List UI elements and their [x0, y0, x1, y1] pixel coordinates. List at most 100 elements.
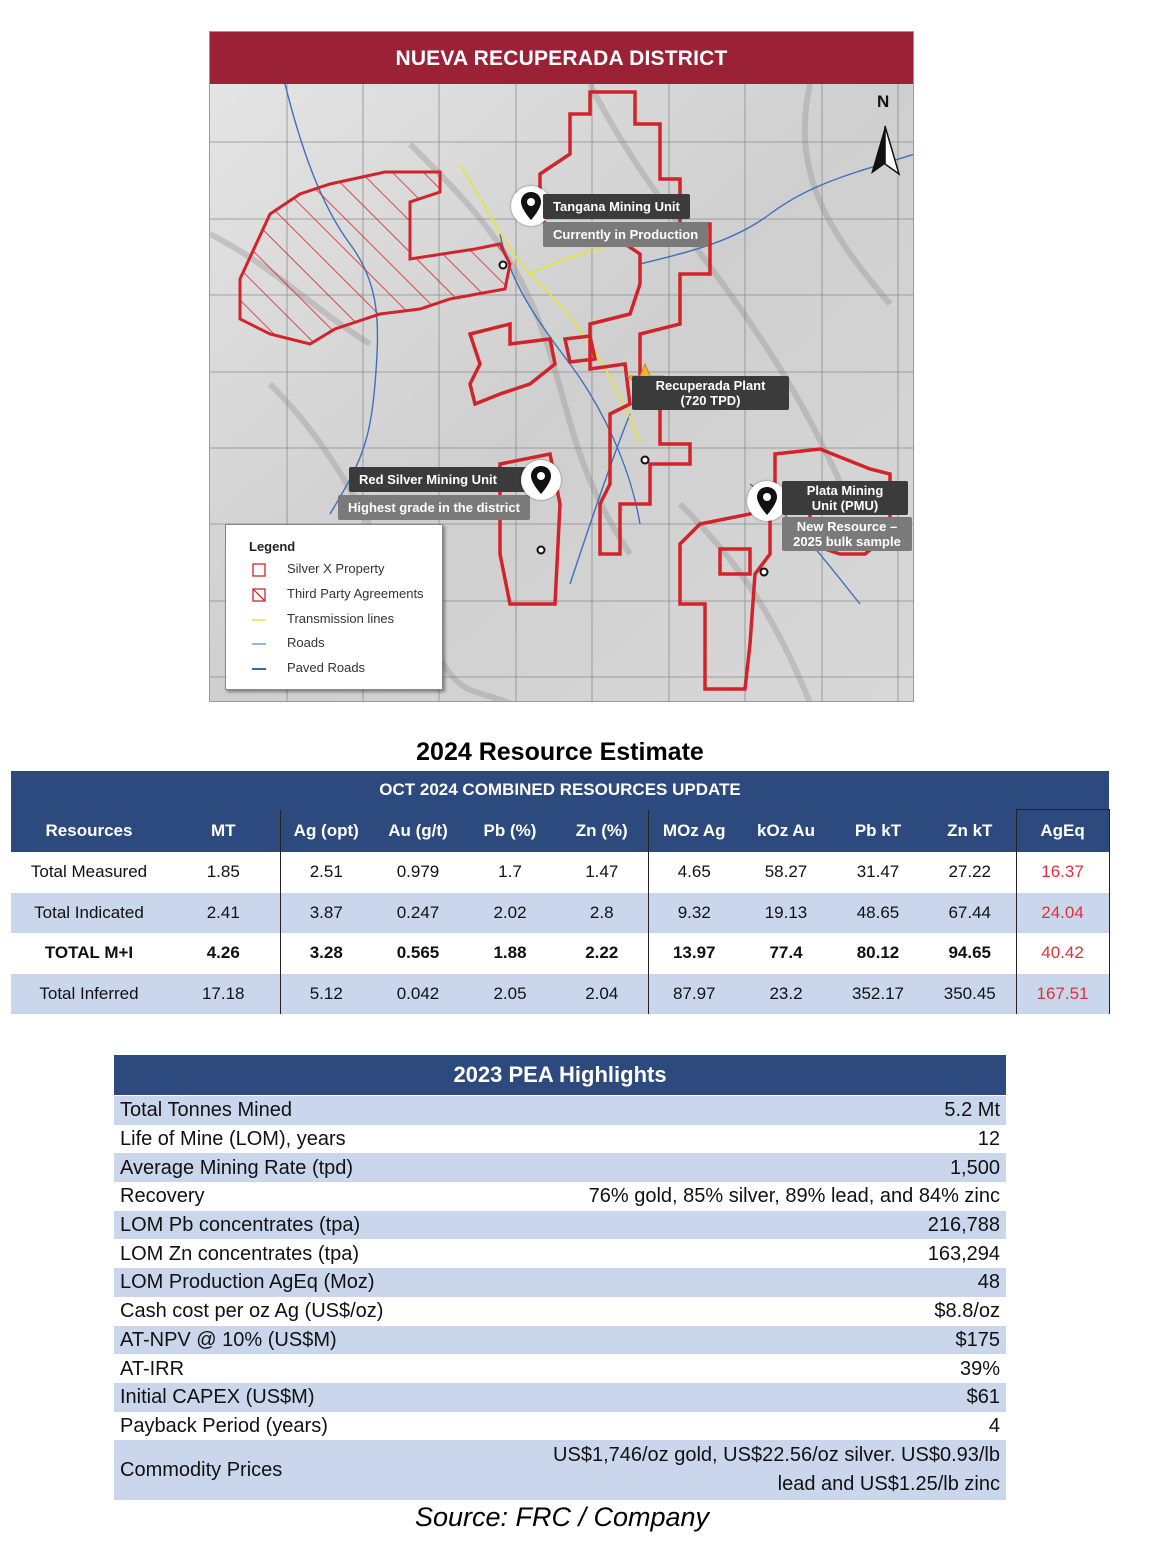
- table-row-total-m-plus-i: TOTAL M+I 4.26 3.28 0.565 1.88 2.22 13.9…: [11, 933, 1110, 974]
- red-silver-status: Highest grade in the district: [338, 495, 530, 520]
- red-silver-label: Red Silver Mining Unit: [349, 467, 537, 492]
- table-cell: 27.22: [948, 862, 992, 882]
- table-cell: 352.17: [832, 973, 924, 1014]
- pea-label: LOM Pb concentrates (tpa): [114, 1210, 514, 1240]
- table-cell: 31.47: [856, 862, 900, 882]
- legend-item-silver-x-property: Silver X Property: [252, 560, 442, 580]
- table-cell: 1.7: [498, 862, 522, 882]
- legend-label: Roads: [287, 635, 325, 650]
- table-cell: 77.4: [769, 943, 803, 963]
- pea-row: Cash cost per oz Ag (US$/oz) $8.8/oz: [114, 1297, 1006, 1326]
- legend-item-transmission-lines: Transmission lines: [252, 610, 442, 630]
- ageq-cell: 40.42: [1015, 933, 1110, 974]
- pea-row: Average Mining Rate (tpd) 1,500: [114, 1153, 1006, 1183]
- pea-value: US$1,746/oz gold, US$22.56/oz silver. US…: [514, 1440, 1006, 1501]
- table-cell: 2.8: [556, 892, 648, 933]
- table-cell: 3.87: [279, 892, 372, 933]
- north-arrow: [871, 125, 901, 176]
- location-pin-icon: [521, 192, 541, 220]
- pea-highlights-table: 2023 PEA Highlights Total Tonnes Mined 5…: [114, 1055, 1006, 1501]
- table-cell: 67.44: [924, 892, 1016, 933]
- plata-name-line1: Plata Mining: [806, 483, 884, 498]
- red-silver-pin: [521, 460, 561, 500]
- col-header: Au (g/t): [372, 809, 464, 852]
- table-cell: 17.18: [167, 973, 280, 1014]
- table-cell: 4.65: [647, 852, 740, 893]
- legend-label: Transmission lines: [287, 611, 395, 626]
- yellow-line-icon: [252, 619, 266, 621]
- pea-row: AT-IRR 39%: [114, 1354, 1006, 1383]
- plata-label: Plata Mining Unit (PMU): [782, 481, 908, 515]
- table-cell: 48.65: [832, 892, 924, 933]
- table-cell: 2.41: [167, 892, 280, 933]
- pea-label: LOM Zn concentrates (tpa): [120, 1242, 359, 1265]
- legend-item-paved-roads: Paved Roads: [252, 659, 442, 679]
- pea-value: $175: [514, 1325, 1006, 1355]
- table-cell: 4.26: [206, 943, 240, 963]
- red-outline-square-icon: [252, 563, 266, 577]
- pea-value: $8.8/oz: [934, 1300, 1000, 1323]
- pea-row: LOM Production AgEq (Moz) 48: [114, 1268, 1006, 1297]
- location-pin-icon: [757, 487, 777, 515]
- table-cell: 58.27: [764, 862, 808, 882]
- pea-value: 5.2 Mt: [514, 1095, 1006, 1125]
- map-title: NUEVA RECUPERADA DISTRICT: [210, 32, 913, 84]
- north-label: N: [877, 92, 890, 111]
- table-cell: 87.97: [647, 973, 740, 1014]
- table-cell: 13.97: [647, 933, 740, 974]
- plata-status-line1: New Resource –: [796, 519, 898, 534]
- plata-status-line2: 2025 bulk sample: [793, 534, 901, 549]
- pea-label: Initial CAPEX (US$M): [114, 1382, 514, 1412]
- map-legend: Legend Silver X Property Third Party Agr…: [225, 524, 443, 690]
- pea-row: LOM Zn concentrates (tpa) 163,294: [114, 1239, 1006, 1268]
- table-cell: 1.47: [585, 862, 619, 882]
- pea-value: 76% gold, 85% silver, 89% lead, and 84% …: [588, 1185, 1000, 1208]
- pea-row: Life of Mine (LOM), years 12: [114, 1125, 1006, 1154]
- table-row-total-indicated: Total Indicated 2.41 3.87 0.247 2.02 2.8…: [11, 892, 1110, 933]
- source-note: Source: FRC / Company: [414, 1502, 710, 1532]
- pea-value: 12: [977, 1128, 1000, 1151]
- district-map: NUEVA RECUPERADA DISTRICT: [209, 31, 914, 702]
- third-party-agreement-area: [238, 170, 512, 346]
- plata-name-line2: Unit (PMU): [811, 498, 879, 513]
- pea-label: LOM Production AgEq (Moz): [114, 1268, 514, 1297]
- table-cell: 1.88: [493, 943, 527, 963]
- legend-item-third-party: Third Party Agreements: [252, 585, 442, 605]
- table-cell: 94.65: [948, 943, 992, 963]
- col-header: Ag (opt): [279, 809, 372, 852]
- pea-label: AT-IRR: [120, 1357, 185, 1380]
- pea-value: 39%: [959, 1357, 1000, 1380]
- table-cell: TOTAL M+I: [44, 943, 134, 963]
- pea-value-line: lead and US$1.25/lb zinc: [777, 1473, 1000, 1496]
- legend-item-roads: Roads: [252, 634, 442, 654]
- pea-row: Initial CAPEX (US$M) $61: [114, 1382, 1006, 1412]
- table-cell: 350.45: [924, 973, 1016, 1014]
- pea-row: Total Tonnes Mined 5.2 Mt: [114, 1095, 1006, 1125]
- table-cell: 80.12: [856, 943, 900, 963]
- site-dots: [498, 260, 769, 577]
- table-cell: 0.979: [396, 862, 440, 882]
- location-pin-icon: [531, 466, 551, 494]
- resource-estimate-title: 2024 Resource Estimate: [416, 738, 704, 766]
- table-cell: 2.02: [464, 892, 556, 933]
- ageq-cell: 24.04: [1015, 892, 1110, 933]
- resource-estimate-table: OCT 2024 COMBINED RESOURCES UPDATE Resou…: [11, 771, 1110, 1014]
- pea-label: Total Tonnes Mined: [114, 1095, 514, 1125]
- col-header: Zn (%): [556, 809, 648, 852]
- table-cell: 0.247: [372, 892, 464, 933]
- col-header: MT: [167, 809, 280, 852]
- col-header: Pb kT: [832, 809, 924, 852]
- table-row-total-inferred: Total Inferred 17.18 5.12 0.042 2.05 2.0…: [11, 973, 1110, 1014]
- col-header: MOz Ag: [647, 809, 740, 852]
- pea-label: Recovery: [120, 1185, 205, 1208]
- table-cell: 2.04: [556, 973, 648, 1014]
- table-cell: 0.565: [396, 943, 440, 963]
- pea-label: Payback Period (years): [120, 1414, 328, 1437]
- pea-row: Payback Period (years) 4: [114, 1412, 1006, 1441]
- col-header: Pb (%): [464, 809, 556, 852]
- blue-line-icon: [252, 668, 266, 670]
- col-header: kOz Au: [740, 809, 832, 852]
- table-cell: 5.12: [279, 973, 372, 1014]
- pea-label: AT-NPV @ 10% (US$M): [114, 1325, 514, 1355]
- col-header: AgEq: [1015, 809, 1110, 852]
